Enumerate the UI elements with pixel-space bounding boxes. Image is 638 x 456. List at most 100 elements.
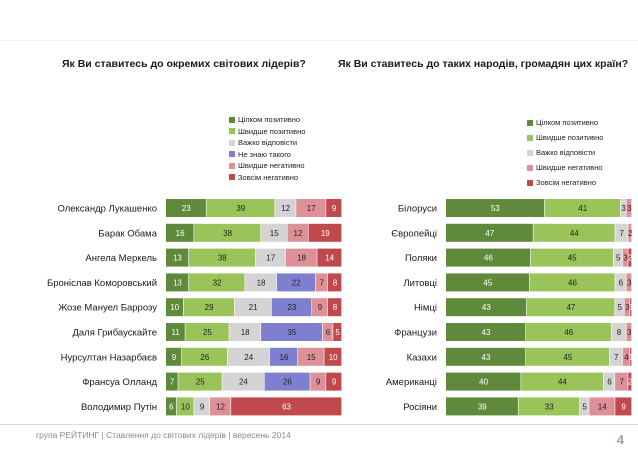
legend-swatch bbox=[527, 134, 533, 141]
bar-segment bbox=[194, 397, 210, 416]
category-label: Французи bbox=[394, 328, 437, 339]
bar-segment bbox=[181, 347, 227, 366]
data-label: 7 bbox=[320, 278, 325, 287]
bar-segment bbox=[245, 273, 277, 292]
bar-segment bbox=[622, 347, 630, 366]
bar-segment bbox=[222, 372, 264, 391]
bar-segment bbox=[615, 397, 632, 416]
data-label: 7 bbox=[619, 378, 624, 387]
page-number: 4 bbox=[616, 432, 624, 447]
category-label: Німці bbox=[414, 303, 437, 314]
bar-segment bbox=[206, 199, 275, 217]
legend-swatch bbox=[229, 151, 235, 158]
bar-segment bbox=[166, 323, 185, 341]
data-label: 2 bbox=[628, 254, 633, 263]
data-label: 18 bbox=[241, 328, 250, 337]
category-label: Поляки bbox=[405, 253, 437, 264]
category-label: Росіяни bbox=[403, 402, 437, 413]
bar-segment bbox=[446, 347, 526, 366]
data-label: 45 bbox=[483, 278, 492, 287]
data-label: 3 bbox=[627, 328, 632, 337]
legend-label: Цілком позитивно bbox=[536, 118, 599, 127]
bar-segment bbox=[166, 372, 178, 391]
bar-segment bbox=[269, 347, 298, 366]
bar-segment bbox=[166, 298, 183, 317]
bar-segment bbox=[315, 273, 328, 292]
bar-segment bbox=[628, 223, 632, 242]
bar-segment bbox=[526, 298, 615, 317]
bar-segment bbox=[234, 298, 271, 317]
bar-segment bbox=[446, 223, 533, 242]
bar-segment bbox=[579, 397, 589, 416]
legend-item: Цілком позитивно bbox=[229, 114, 305, 126]
legend-label: Цілком позитивно bbox=[238, 115, 301, 125]
bar-segment bbox=[166, 223, 194, 242]
category-label: Ангела Меркель bbox=[85, 253, 157, 264]
legend-swatch bbox=[527, 179, 533, 186]
data-label: 13 bbox=[173, 254, 182, 263]
bar-segment bbox=[333, 323, 342, 341]
category-label: Жозе Мануел Баррозу bbox=[58, 303, 157, 314]
legend-label: Швидше негативно bbox=[238, 161, 305, 171]
bar-segment bbox=[626, 199, 632, 217]
data-label: 15 bbox=[270, 229, 279, 238]
bar-segment bbox=[310, 372, 326, 391]
data-label: 8 bbox=[333, 278, 338, 287]
bar-segment bbox=[312, 298, 328, 317]
bar-segment bbox=[317, 248, 342, 267]
bar-segment bbox=[271, 298, 312, 317]
bar-segment bbox=[533, 223, 615, 242]
data-label: 7 bbox=[170, 378, 175, 387]
legend-label: Швидше позитивно bbox=[536, 133, 604, 142]
data-label: 10 bbox=[181, 402, 190, 411]
category-label: Нурсултан Назарбаєв bbox=[61, 352, 157, 363]
legend-item: Швидше негативно bbox=[229, 160, 305, 172]
data-label: 17 bbox=[307, 204, 316, 213]
legend-item: Швидше негативно bbox=[527, 160, 603, 175]
legend-item: Цілком позитивно bbox=[527, 115, 603, 130]
bar-segment bbox=[525, 347, 610, 366]
data-label: 6 bbox=[607, 378, 612, 387]
bar-segment bbox=[176, 397, 194, 416]
bar-segment bbox=[178, 372, 222, 391]
data-label: 3 bbox=[627, 204, 632, 213]
data-label: 3 bbox=[627, 278, 632, 287]
legend-item: Зовсім негативно bbox=[229, 172, 305, 184]
data-label: 35 bbox=[287, 328, 296, 337]
data-label: 40 bbox=[479, 378, 488, 387]
legend-swatch bbox=[229, 128, 235, 135]
bar-segment bbox=[275, 199, 296, 217]
data-label: 5 bbox=[618, 303, 623, 312]
legend-item: Швидше позитивно bbox=[527, 130, 603, 145]
bar-segment bbox=[446, 273, 530, 292]
data-label: 26 bbox=[200, 353, 209, 362]
data-label: 9 bbox=[332, 378, 337, 387]
bar-segment bbox=[518, 397, 580, 416]
data-label: 8 bbox=[617, 328, 622, 337]
bar-segment bbox=[185, 323, 229, 341]
bar-segment bbox=[327, 273, 342, 292]
data-label: 24 bbox=[244, 353, 253, 362]
data-label: 2 bbox=[628, 378, 633, 387]
bar-segment bbox=[229, 323, 261, 341]
data-label: 7 bbox=[614, 353, 619, 362]
data-label: 3 bbox=[625, 303, 630, 312]
data-label: 41 bbox=[578, 204, 587, 213]
bar-segment bbox=[446, 298, 527, 317]
data-label: 43 bbox=[482, 328, 491, 337]
data-label: 4 bbox=[624, 353, 629, 362]
category-label: Барак Обама bbox=[98, 228, 157, 239]
data-label: 5 bbox=[582, 402, 587, 411]
data-label: 47 bbox=[485, 229, 494, 238]
category-label: Броніслав Коморовський bbox=[47, 278, 157, 289]
data-label: 25 bbox=[196, 378, 205, 387]
category-label: Володимир Путін bbox=[81, 402, 157, 413]
bar-segment bbox=[255, 248, 286, 267]
data-label: 63 bbox=[282, 402, 291, 411]
bar-segment bbox=[308, 223, 342, 242]
data-label: 33 bbox=[545, 402, 554, 411]
data-label: 9 bbox=[332, 204, 337, 213]
legend-item: Важко відповісти bbox=[229, 137, 305, 149]
legend-label: Важко відповісти bbox=[536, 148, 596, 157]
legend-label: Важко відповісти bbox=[238, 138, 298, 148]
